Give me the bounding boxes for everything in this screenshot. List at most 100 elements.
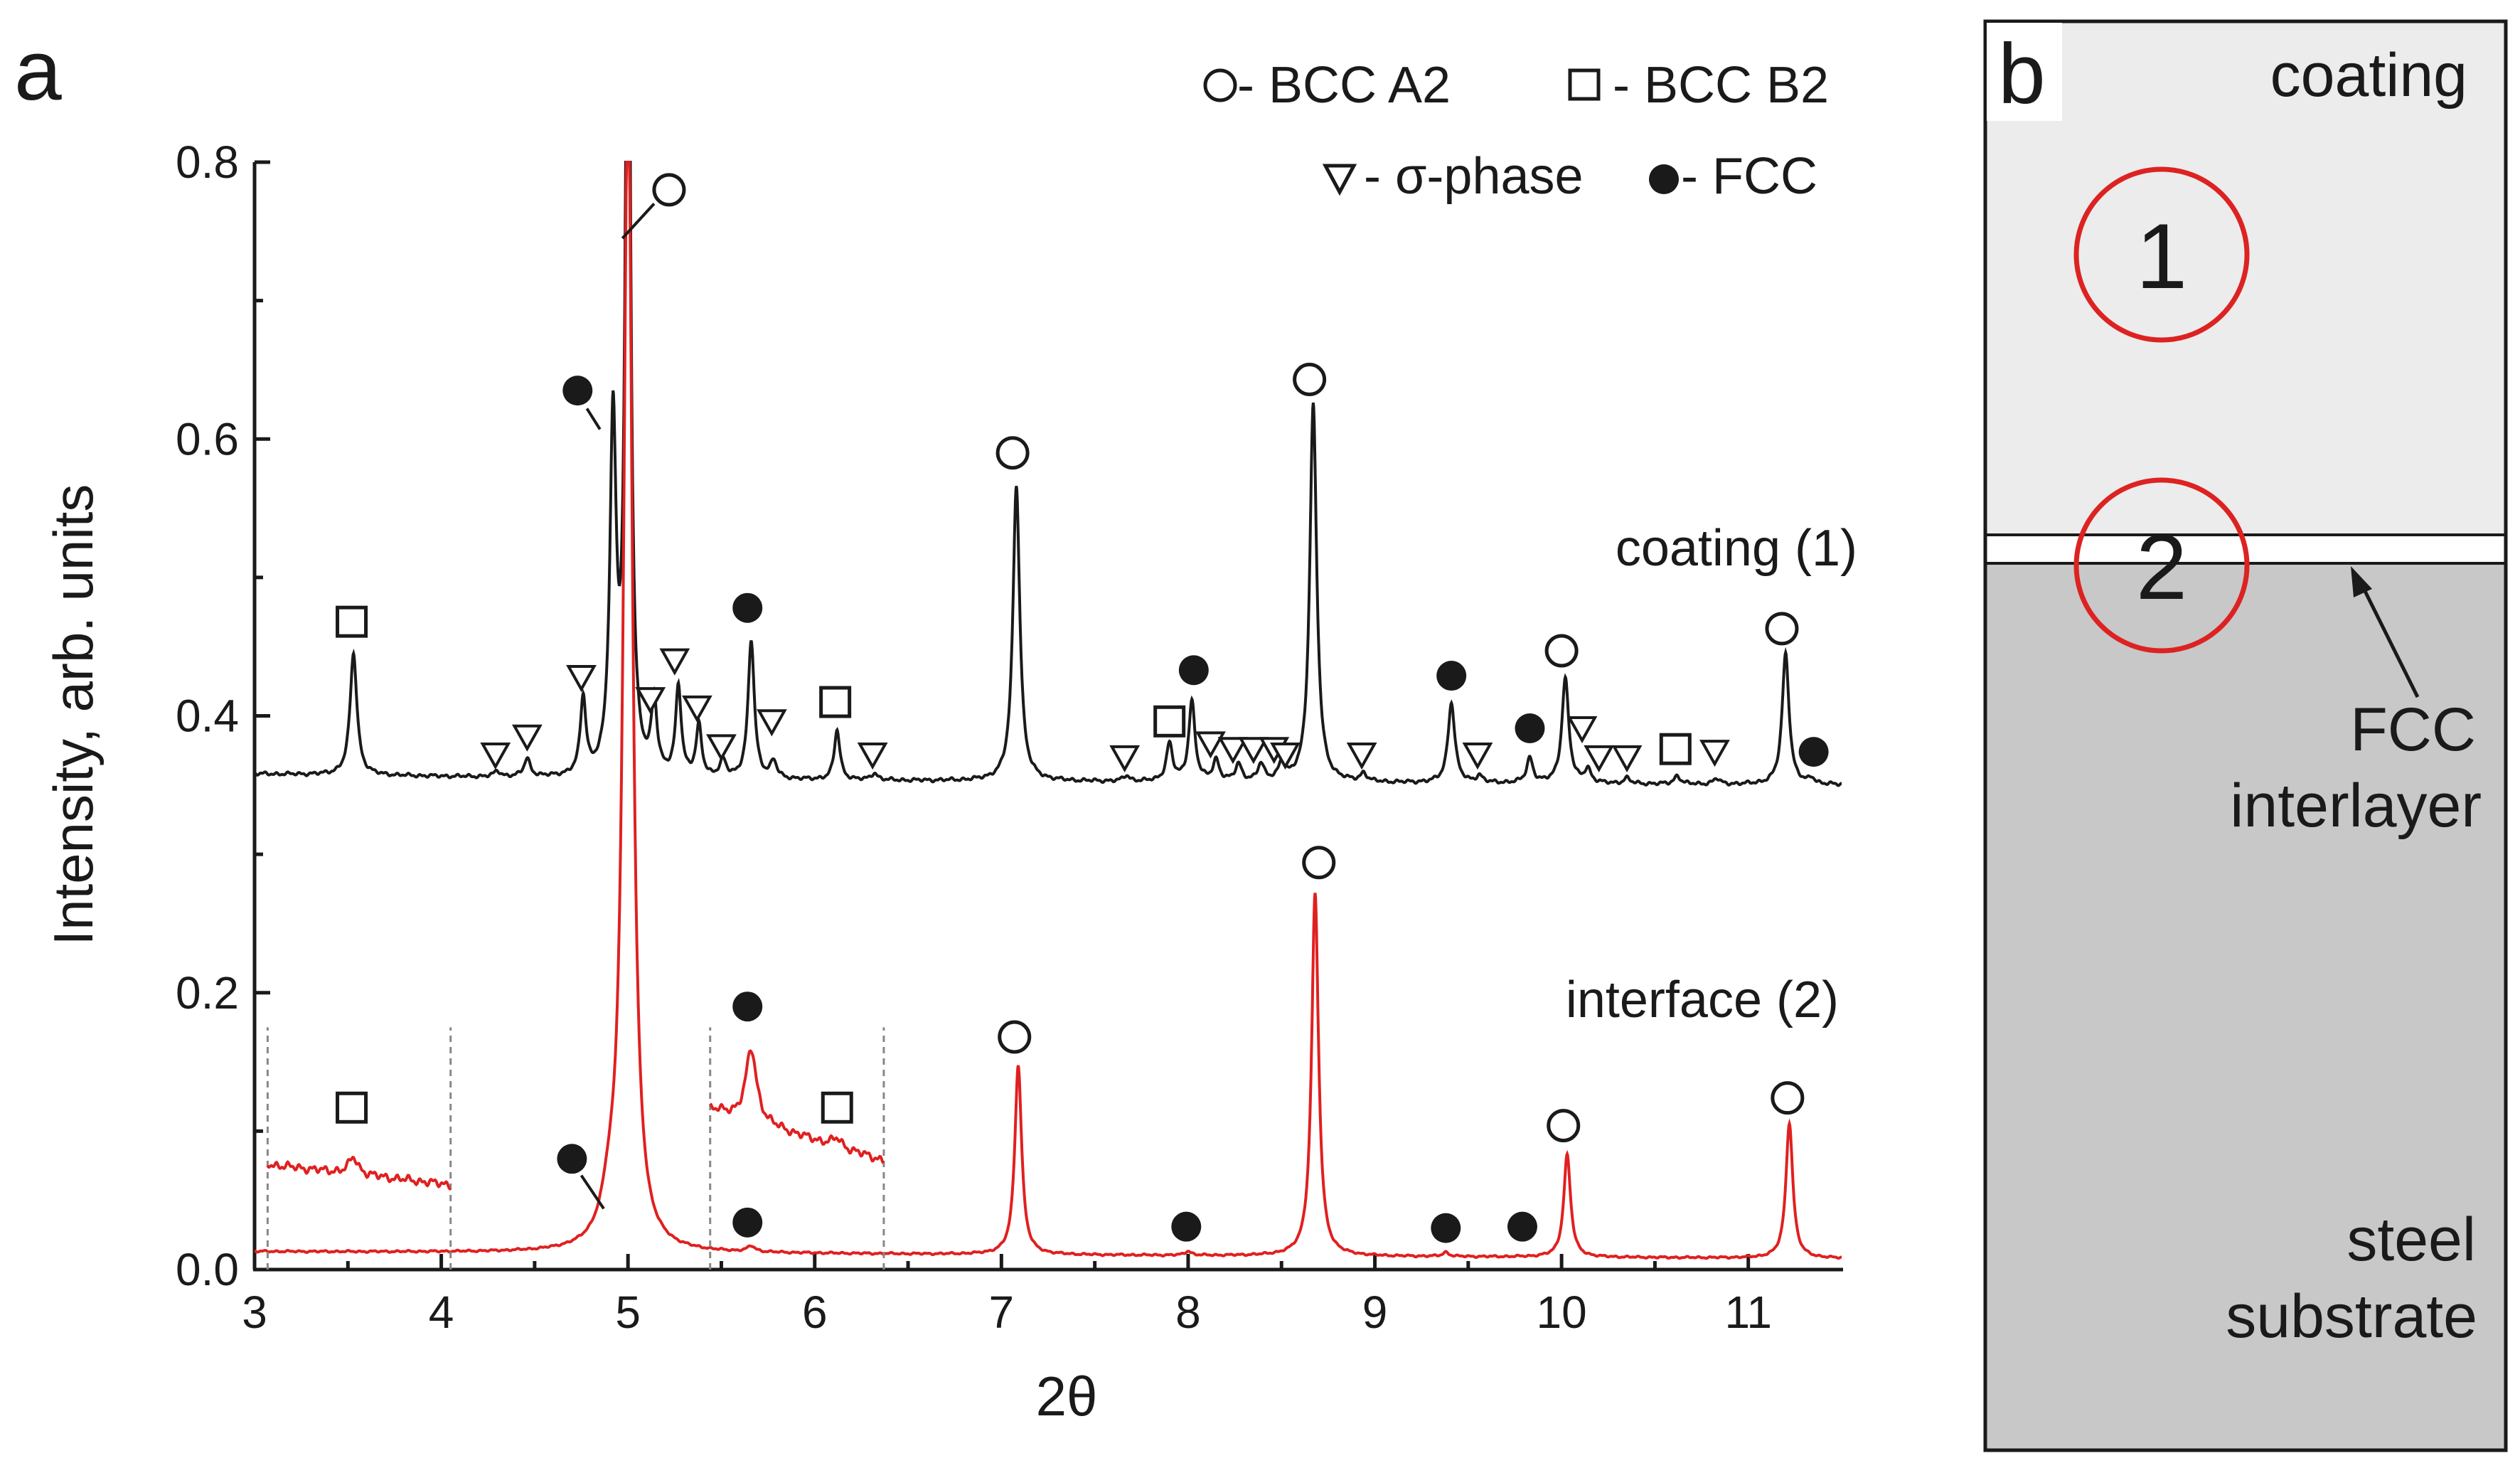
circle-2-label: 2 (2136, 515, 2187, 619)
coating-label: coating (2270, 41, 2467, 110)
bcc-b2-marker (819, 686, 852, 718)
legend-filled-circle-icon (1649, 164, 1679, 194)
sigma-phase-marker (659, 648, 690, 676)
x-tick-label: 9 (1362, 1287, 1388, 1338)
series-label-coating: coating (1) (1616, 520, 1857, 577)
sigma-phase-marker (1462, 742, 1493, 770)
x-tick-label: 11 (1724, 1287, 1771, 1338)
legend-bcc-b2: - BCC B2 (1613, 57, 1829, 114)
bcc-a2-marker (1302, 846, 1336, 880)
x-tick-label: 3 (242, 1287, 267, 1338)
x-tick-label: 7 (989, 1287, 1015, 1338)
plot-content (254, 161, 1842, 1270)
bcc-a2-marker (1293, 363, 1327, 397)
y-tick-label: 0.2 (176, 967, 239, 1018)
sigma-phase-marker (1238, 737, 1269, 765)
fcc-marker (1515, 713, 1545, 744)
y-ticks: 0.0 0.2 0.4 0.6 0.8 (176, 137, 270, 1295)
circle-1-label: 1 (2136, 204, 2187, 308)
leader-line (585, 408, 602, 430)
bcc-a2-marker (1544, 634, 1579, 668)
inset-line-1 (266, 1156, 452, 1191)
bcc-b2-marker (336, 1091, 368, 1124)
y-tick-label: 0.6 (176, 413, 239, 464)
fcc-marker (732, 592, 763, 623)
fcc-marker (1431, 1213, 1461, 1243)
bcc-a2-marker (1771, 1081, 1805, 1115)
x-tick-label: 5 (615, 1287, 641, 1338)
interlayer-label-line1: FCC (2350, 696, 2476, 764)
bcc-a2-marker (995, 436, 1030, 470)
fcc-marker (732, 1207, 763, 1238)
x-tick-label: 6 (802, 1287, 828, 1338)
interlayer-label-line2: interlayer (2230, 772, 2482, 840)
fcc-marker (1178, 655, 1209, 686)
fcc-marker (1171, 1211, 1202, 1242)
sigma-phase-marker (681, 695, 712, 723)
panel-b-label: b (1998, 26, 2046, 122)
x-axis-title: 2θ (1036, 1365, 1098, 1427)
y-tick-label: 0.8 (176, 137, 239, 188)
plot-axes: 3 4 5 6 7 8 9 10 11 0.0 0.2 0.4 0.6 0.8 2θ Intensity… (42, 137, 1843, 1427)
substrate-region (1985, 563, 2506, 1450)
legend-fcc: - FCC (1681, 148, 1817, 205)
sigma-phase-marker (857, 742, 888, 770)
sigma-phase-marker (480, 742, 511, 770)
x-ticks: 3 4 5 6 7 8 9 10 11 (242, 1254, 1772, 1338)
sigma-phase-marker (1346, 742, 1377, 770)
interlayer-arrow-head-icon (2351, 566, 2372, 597)
fcc-marker (557, 1144, 587, 1174)
sigma-phase-marker (1270, 742, 1301, 770)
sigma-phase-marker (756, 709, 787, 737)
substrate-label-line1: steel (2347, 1206, 2476, 1274)
x-tick-label: 4 (429, 1287, 454, 1338)
legend-open-circle-icon (1203, 68, 1237, 102)
panel-b-label-bg (1987, 23, 2062, 121)
y-tick-label: 0.4 (176, 691, 239, 742)
sigma-phase-marker (1195, 731, 1226, 759)
series-line-coating (254, 161, 1842, 787)
y-axis-title: Intensity, arb. units (42, 484, 105, 946)
legend-open-triangle-icon (1322, 164, 1357, 196)
bcc-b2-marker (336, 605, 368, 638)
panel-b-frame (1983, 19, 2508, 1452)
fcc-marker (732, 991, 763, 1022)
legend: - BCC A2 - BCC B2 - σ-phase - FCC (1203, 57, 1829, 205)
sigma-phase-marker (566, 665, 597, 693)
inset-group (266, 1027, 885, 1270)
fcc-marker (562, 376, 593, 406)
sigma-phase-marker (706, 734, 737, 762)
bcc-a2-marker (652, 173, 686, 207)
bcc-a2-marker (1547, 1109, 1581, 1143)
fcc-marker (1798, 737, 1829, 767)
panel-a-label: a (14, 23, 62, 118)
measurement-circle-1 (2073, 166, 2250, 343)
y-tick-label: 0.0 (176, 1244, 239, 1295)
bcc-b2-marker (1153, 705, 1186, 738)
sigma-phase-marker (1217, 737, 1249, 765)
sigma-phase-marker (1699, 740, 1730, 767)
x-tick-label: 10 (1537, 1287, 1587, 1338)
series-label-interface: interface (2) (1566, 972, 1839, 1028)
phase-markers (336, 173, 1829, 1243)
legend-open-square-icon (1568, 68, 1601, 101)
sigma-phase-marker (1566, 716, 1598, 744)
series-line-interface (254, 161, 1842, 1260)
sigma-phase-marker (635, 687, 666, 715)
x-tick-label: 8 (1175, 1287, 1201, 1338)
leader-line (621, 203, 656, 240)
fcc-marker (1436, 661, 1467, 691)
bcc-b2-marker (1659, 733, 1692, 765)
sigma-phase-marker (511, 724, 543, 752)
panel-b: b coating 1 2 FCC interlayer steel subst… (1983, 19, 2508, 1452)
sigma-phase-marker (1109, 745, 1141, 772)
inset-line-2 (709, 1049, 885, 1164)
interlayer-arrow-line (2357, 578, 2420, 698)
fcc-marker (1507, 1211, 1537, 1242)
bcc-a2-marker (998, 1020, 1032, 1054)
sigma-phase-marker (1611, 745, 1643, 772)
bcc-a2-marker (1765, 612, 1799, 646)
legend-sigma-phase: - σ-phase (1364, 148, 1584, 205)
